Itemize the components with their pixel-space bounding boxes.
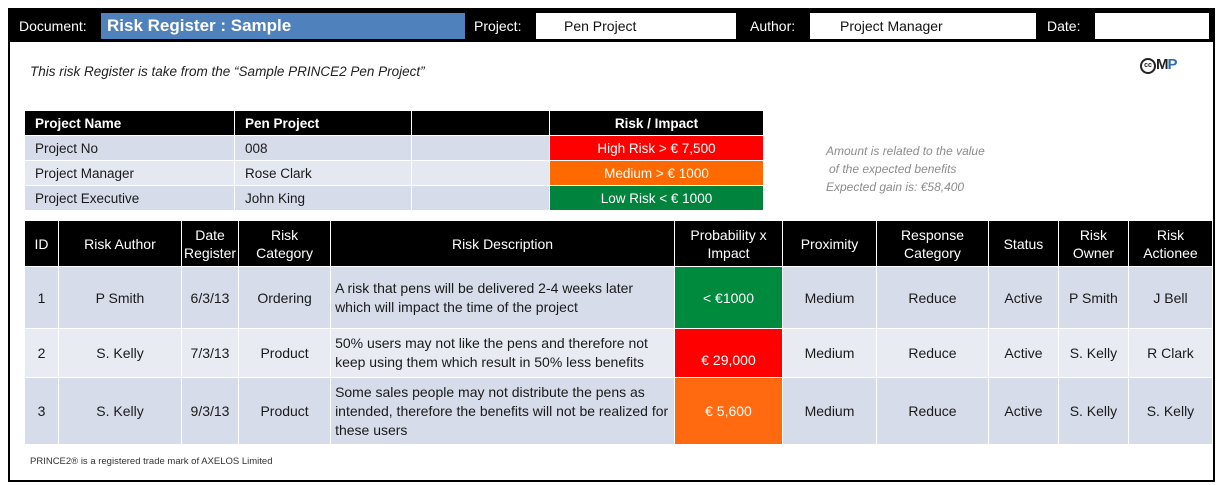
trademark-footer: PRINCE2® is a registered trade mark of A… bbox=[30, 456, 273, 467]
date-register: 6/3/13 bbox=[180, 266, 240, 329]
risk-owner: P Smith bbox=[1057, 266, 1129, 329]
risk-actionee: R Clark bbox=[1127, 328, 1214, 378]
date-label: Date: bbox=[1047, 18, 1081, 34]
document-header-bar: Document: Risk Register : Sample Project… bbox=[10, 10, 1213, 42]
col-header: ID bbox=[24, 220, 59, 267]
proximity: Medium bbox=[781, 266, 877, 329]
table-row: 3 S. Kelly 9/3/13 Product Some sales peo… bbox=[24, 377, 1214, 445]
response-category: Reduce bbox=[875, 328, 989, 378]
risk-actionee: J Bell bbox=[1127, 266, 1214, 329]
risk-level-low: Low Risk < € 1000 bbox=[549, 185, 764, 211]
info-row: Project No 008 High Risk > € 7,500 bbox=[24, 135, 764, 161]
info-blank bbox=[411, 160, 550, 186]
document-label: Document: bbox=[19, 18, 87, 34]
expected-benefits-note: Amount is related to the value of the ex… bbox=[826, 144, 985, 194]
project-value: Pen Project bbox=[536, 13, 736, 39]
info-header-row: Project Name Pen Project Risk / Impact bbox=[24, 110, 764, 136]
status: Active bbox=[987, 377, 1059, 445]
risk-author: S. Kelly bbox=[57, 328, 182, 378]
status: Active bbox=[987, 328, 1059, 378]
col-header: Status bbox=[987, 220, 1059, 267]
response-category: Reduce bbox=[875, 377, 989, 445]
risk-author: S. Kelly bbox=[57, 377, 182, 445]
proximity: Medium bbox=[781, 328, 877, 378]
info-header-cell: Risk / Impact bbox=[549, 110, 764, 136]
risk-actionee: S. Kelly bbox=[1127, 377, 1214, 445]
info-value: Rose Clark bbox=[234, 160, 412, 186]
table-row: 1 P Smith 6/3/13 Ordering A risk that pe… bbox=[24, 266, 1214, 329]
table-row: 2 S. Kelly 7/3/13 Product 50% users may … bbox=[24, 328, 1214, 378]
info-header-cell: Project Name bbox=[24, 110, 235, 136]
risk-level-medium: Medium > € 1000 bbox=[549, 160, 764, 186]
project-info-table: Project Name Pen Project Risk / Impact P… bbox=[24, 110, 764, 211]
probability-impact: € 5,600 bbox=[674, 377, 783, 445]
date-register: 7/3/13 bbox=[180, 328, 240, 378]
probability-impact: < €1000 bbox=[674, 266, 783, 329]
info-value: John King bbox=[234, 185, 412, 211]
info-blank bbox=[411, 135, 550, 161]
risk-owner: S. Kelly bbox=[1057, 377, 1129, 445]
col-header: Date Register bbox=[180, 220, 240, 267]
ccmp-logo: cc MP bbox=[1140, 56, 1178, 74]
col-header: Risk Author bbox=[57, 220, 182, 267]
risk-register-document: Document: Risk Register : Sample Project… bbox=[8, 8, 1215, 482]
proximity: Medium bbox=[781, 377, 877, 445]
info-label: Project Manager bbox=[24, 160, 235, 186]
col-header: Risk Actionee bbox=[1127, 220, 1214, 267]
info-label: Project No bbox=[24, 135, 235, 161]
info-header-cell: Pen Project bbox=[234, 110, 412, 136]
col-header: Risk Description bbox=[330, 220, 675, 267]
date-value bbox=[1095, 13, 1209, 39]
risk-description: Some sales people may not distribute the… bbox=[330, 377, 675, 445]
risk-owner: S. Kelly bbox=[1057, 328, 1129, 378]
risk-category: Product bbox=[238, 328, 332, 378]
risk-description: A risk that pens will be delivered 2-4 w… bbox=[330, 266, 675, 329]
col-header: Risk Category bbox=[238, 220, 332, 267]
info-value: 008 bbox=[234, 135, 412, 161]
info-row: Project Manager Rose Clark Medium > € 10… bbox=[24, 160, 764, 186]
project-label: Project: bbox=[474, 18, 522, 34]
info-row: Project Executive John King Low Risk < €… bbox=[24, 185, 764, 211]
date-register: 9/3/13 bbox=[180, 377, 240, 445]
risk-id: 2 bbox=[24, 328, 59, 378]
status: Active bbox=[987, 266, 1059, 329]
risk-register-table: ID Risk Author Date Register Risk Catego… bbox=[24, 220, 1214, 445]
info-blank bbox=[411, 185, 550, 211]
risk-description: 50% users may not like the pens and ther… bbox=[330, 328, 675, 378]
risk-id: 3 bbox=[24, 377, 59, 445]
col-header: Proximity bbox=[781, 220, 877, 267]
risk-category: Ordering bbox=[238, 266, 332, 329]
probability-impact: € 29,000 bbox=[674, 328, 783, 378]
risk-category: Product bbox=[238, 377, 332, 445]
col-header: Probability x Impact bbox=[674, 220, 783, 267]
document-title: Risk Register : Sample bbox=[101, 13, 465, 39]
author-value: Project Manager bbox=[810, 13, 1036, 39]
risk-author: P Smith bbox=[57, 266, 182, 329]
col-header: Response Category bbox=[875, 220, 989, 267]
response-category: Reduce bbox=[875, 266, 989, 329]
col-header: Risk Owner bbox=[1057, 220, 1129, 267]
risk-table-header: ID Risk Author Date Register Risk Catego… bbox=[24, 220, 1214, 267]
author-label: Author: bbox=[750, 18, 796, 34]
risk-level-high: High Risk > € 7,500 bbox=[549, 135, 764, 161]
info-header-cell bbox=[411, 110, 550, 136]
info-label: Project Executive bbox=[24, 185, 235, 211]
intro-text: This risk Register is take from the “Sam… bbox=[30, 64, 425, 79]
risk-id: 1 bbox=[24, 266, 59, 329]
